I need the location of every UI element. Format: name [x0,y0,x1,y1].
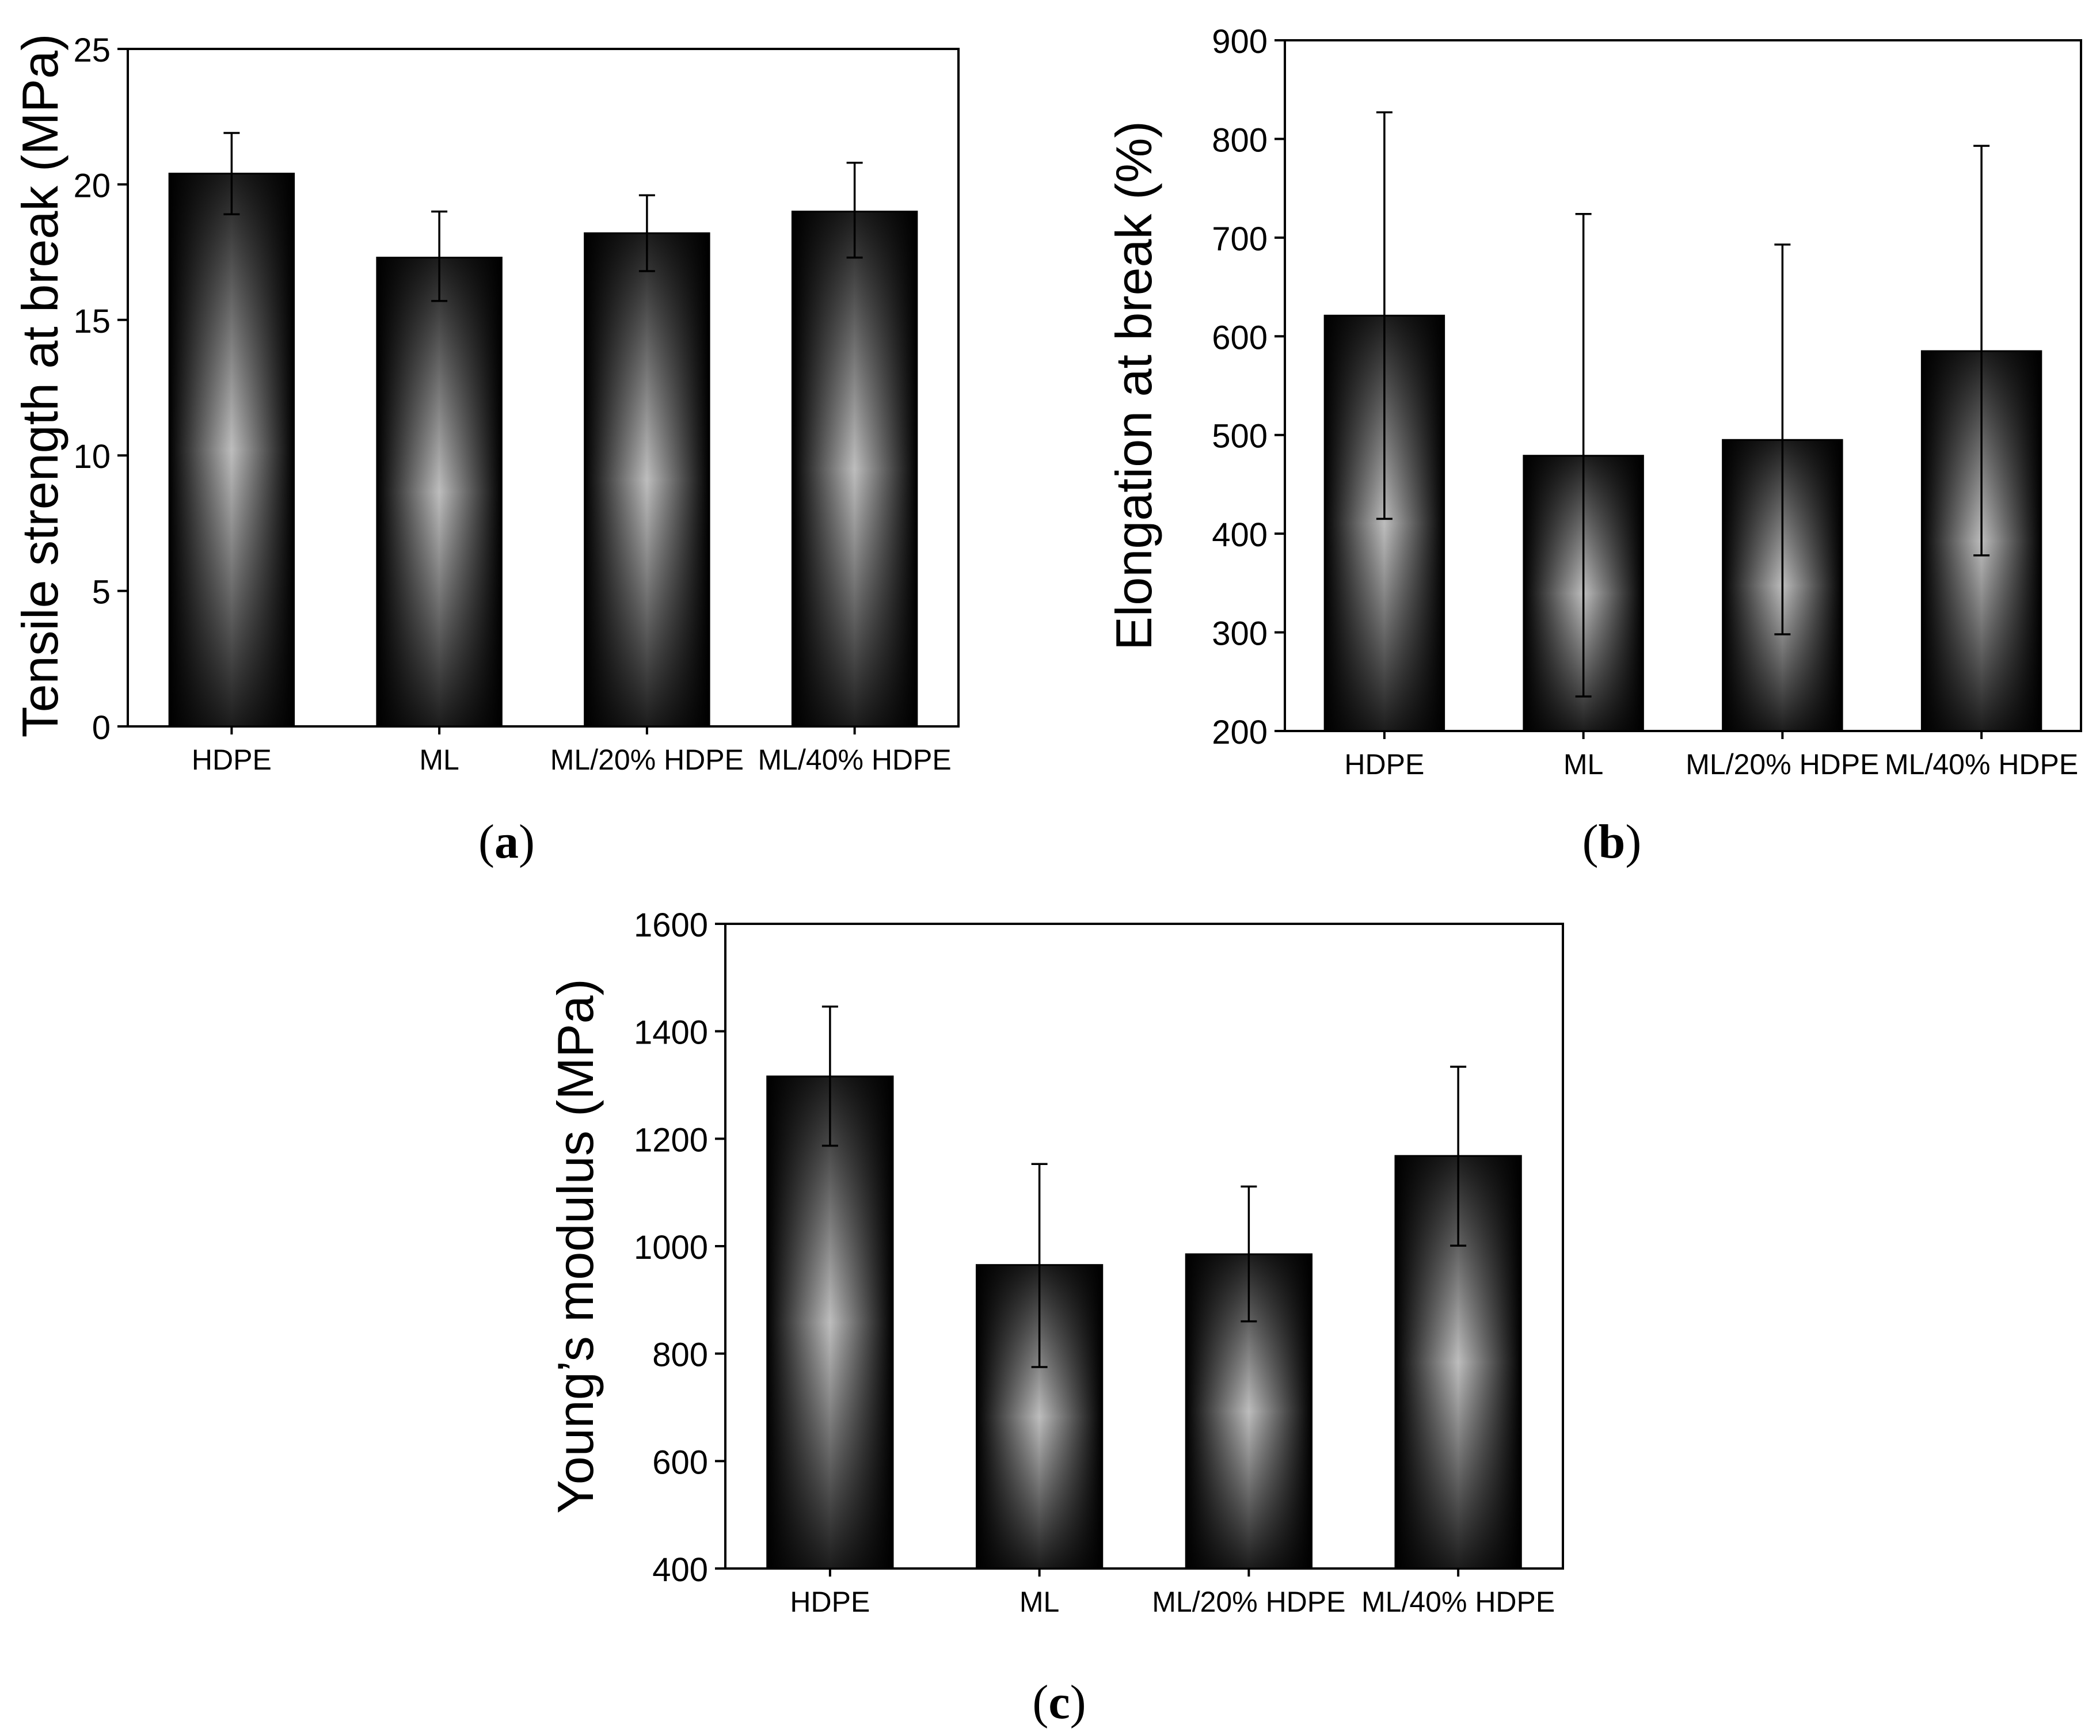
y-tick-label: 0 [92,709,111,747]
y-axis-title: Elongation at break (%) [1105,121,1162,650]
panel-caption: (c) [1032,1676,1086,1729]
chart-panel-a: Tensile strength at break (MPa) (a) 0 5 10… [12,32,960,869]
y-tick-label: 400 [1212,516,1268,554]
x-tick-label: ML/20% HDPE [1152,1586,1345,1618]
y-tick-label: 20 [73,167,111,204]
x-tick-label: ML/20% HDPE [1686,748,1879,781]
y-axis-title: Tensile strength at break (MPa) [12,34,69,738]
x-tick-label: ML [1019,1586,1059,1618]
y-tick-label: 600 [652,1444,708,1481]
y-tick-label: 200 [1212,714,1268,751]
y-tick-label: 5 [92,574,111,611]
x-tick-label: HDPE [1344,748,1424,781]
x-tick-label: ML/40% HDPE [1885,748,2078,781]
y-tick-label: 900 [1212,23,1268,60]
y-axis-title: Young’s modulus (MPa) [547,979,604,1513]
bar-shade [792,211,917,727]
bar-shade [169,173,294,726]
panel-caption: (b) [1582,815,1642,869]
x-tick-label: HDPE [790,1586,870,1618]
plot-frame [127,48,960,728]
y-tick-label: 600 [1212,319,1268,356]
y-tick-label: 800 [1212,121,1268,159]
y-tick-label: 700 [1212,220,1268,258]
y-tick-label: 1600 [634,907,708,944]
chart-panel-c: Young’s modulus (MPa) (c) 400 600 800 1000 1… [547,907,1564,1729]
bar-shade [376,257,502,726]
chart-panel-b: Elongation at break (%) (b) 200 300 400 500… [1105,23,2082,869]
panel-caption: (a) [478,815,535,869]
y-tick-label: 1400 [634,1014,708,1052]
y-tick-label: 15 [73,303,111,340]
y-tick-label: 800 [652,1337,708,1374]
x-tick-label: ML [1563,748,1603,781]
y-tick-label: 1200 [634,1121,708,1159]
y-tick-label: 400 [652,1551,708,1589]
x-tick-label: ML [419,744,459,776]
y-tick-label: 300 [1212,615,1268,653]
plot-frame [1284,39,2082,732]
y-tick-label: 10 [73,438,111,475]
x-tick-label: ML/20% HDPE [550,744,744,776]
y-tick-label: 500 [1212,418,1268,455]
y-tick-label: 1000 [634,1229,708,1266]
x-tick-label: ML/40% HDPE [758,744,952,776]
bar-shade [767,1076,893,1569]
bar-shade [584,233,710,726]
x-tick-label: HDPE [192,744,272,776]
x-tick-label: ML/40% HDPE [1361,1586,1555,1618]
y-tick-label: 25 [73,32,111,69]
